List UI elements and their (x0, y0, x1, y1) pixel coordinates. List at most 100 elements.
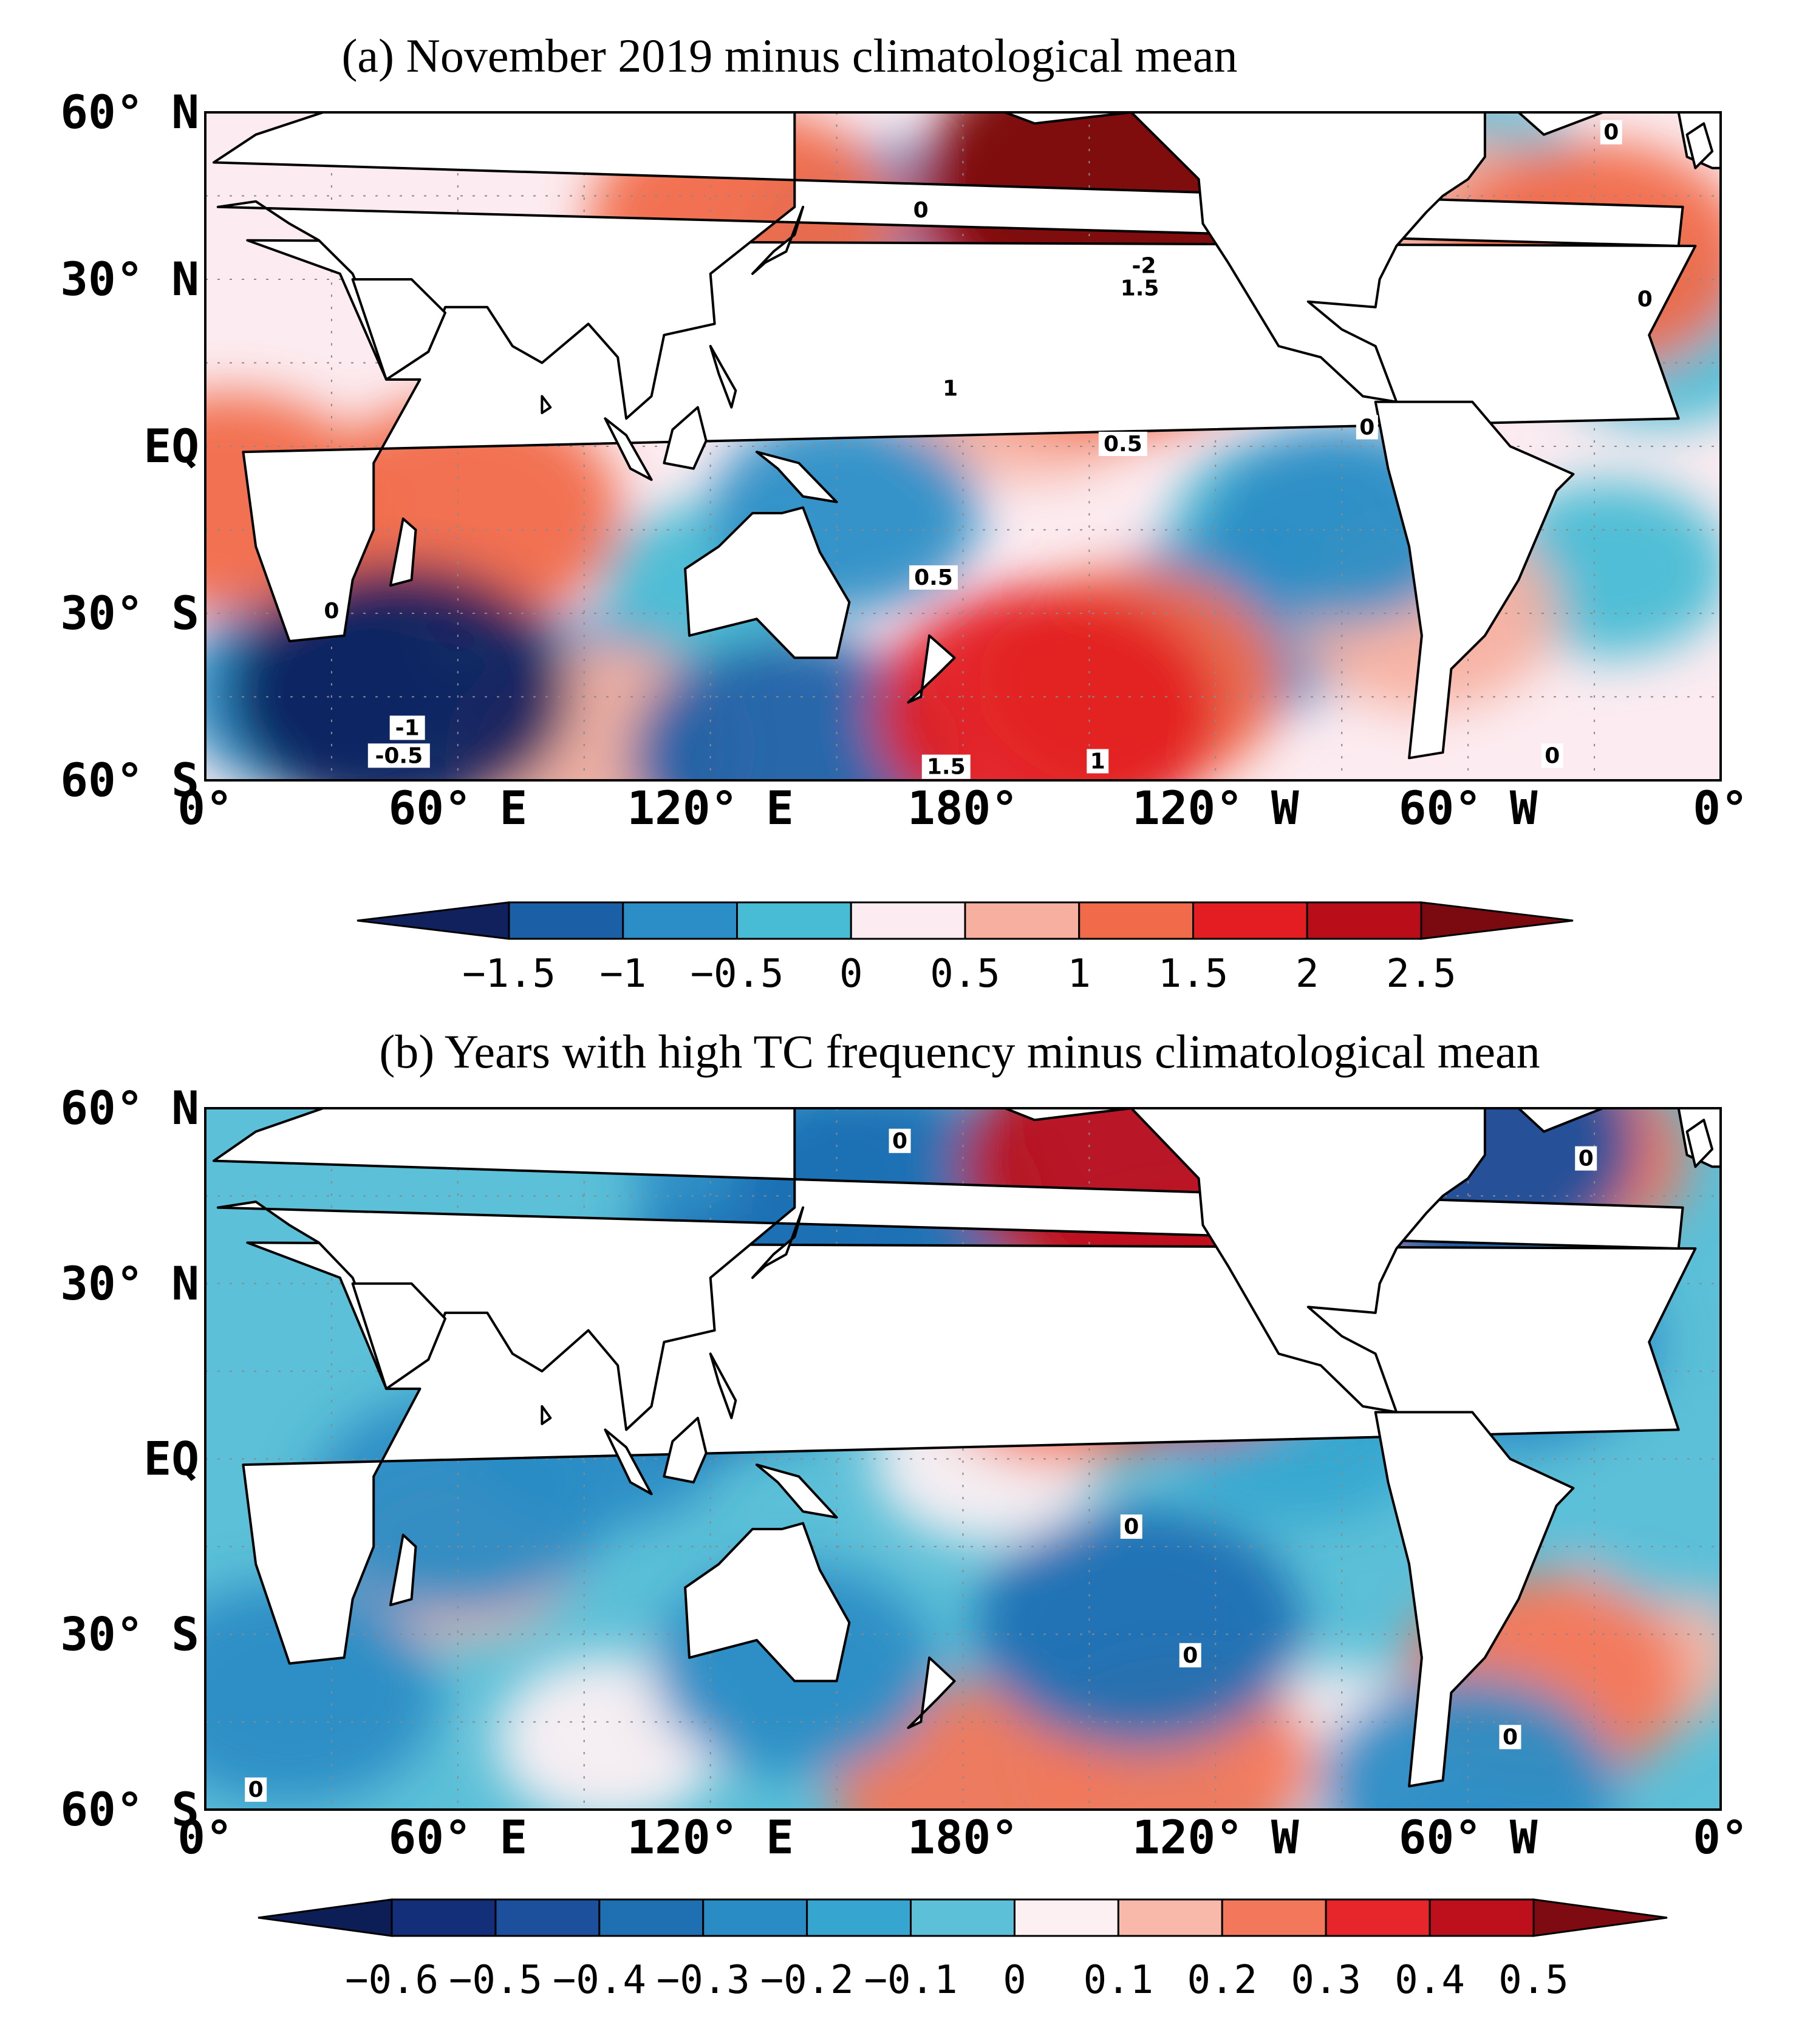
contour-label: 0 (1579, 1146, 1594, 1171)
contour-label: 0 (913, 198, 929, 223)
land-britain (1685, 122, 1714, 169)
colorbar-swatch (494, 1898, 601, 1937)
contour-label: 0 (1124, 1514, 1139, 1539)
x-tick-label: 60° E (388, 1810, 527, 1864)
anomaly-feature (1318, 1675, 1618, 1810)
panel-b-frame (204, 1107, 1722, 1811)
land-madagascar (389, 1533, 417, 1607)
y-tick-label: 30° S (60, 1607, 199, 1661)
x-tick-label: 180° (907, 1810, 1019, 1864)
anomaly-feature (1566, 1428, 1721, 1607)
panel-a-x-ticks: 0° 60° E 120° E 180° 120° W 60° W 0° (177, 781, 1749, 835)
x-tick-label: 120° W (1132, 1810, 1299, 1864)
x-tick-label: 0° (177, 1810, 233, 1864)
land-new-guinea (755, 451, 838, 503)
x-tick-label: 60° W (1399, 781, 1538, 835)
contour-label: 0 (1637, 287, 1653, 312)
colorbar-tick-label: −0.5 (449, 1958, 542, 2003)
contour-label: 0.5 (1104, 432, 1142, 457)
land-arabia (351, 1282, 446, 1390)
colorbar-tick-label: 0.5 (1498, 1958, 1569, 2003)
contour-label-bg (1179, 1643, 1201, 1668)
land-sri-lanka (541, 1405, 552, 1425)
colorbar-low-extend (357, 901, 510, 940)
anomaly-feature (875, 586, 1220, 780)
contour-label-bg (1499, 1725, 1521, 1749)
land-eurasia (212, 1108, 1684, 1431)
panel-a-map (205, 112, 1721, 780)
colorbar-tick-label: 0.5 (930, 952, 1000, 996)
panel-b-contour-labels: 0 0 0 0 0 0 (245, 1128, 1597, 1802)
colorbar-tick-label: −0.5 (690, 952, 783, 996)
anomaly-feature (630, 636, 959, 780)
panel-a-colorbar: −1.5 −1 −0.5 0 0.5 1 1.5 2 2.5 (357, 901, 1574, 996)
x-tick-label: 120° E (627, 1810, 794, 1864)
land-japan (751, 1206, 805, 1279)
land-sumatra (604, 417, 653, 481)
colorbar-swatch (1117, 1898, 1223, 1937)
panel-b-title: (b) Years with high TC frequency minus c… (379, 1025, 1540, 1078)
y-tick-label: 30° S (60, 586, 199, 640)
contour-label: -0.5 (375, 743, 423, 768)
y-tick-label: EQ (143, 1432, 199, 1486)
panel-a-y-ticks: 60° N 30° N EQ 30° S 60° S (60, 85, 199, 807)
contour-label-bg (389, 715, 425, 740)
panel-b: (b) Years with high TC frequency minus c… (60, 1025, 1749, 2003)
contour-label: 0.5 (914, 565, 953, 590)
colorbar-tick-label: −0.1 (864, 1958, 957, 2003)
land-eurasia (212, 112, 1684, 420)
contour-label: 1 (943, 376, 958, 401)
colorbar-swatch (964, 901, 1080, 940)
colorbar-swatch (1078, 901, 1194, 940)
land-greenland-edge (1517, 112, 1604, 136)
x-tick-label: 0° (1693, 781, 1749, 835)
anomaly-feature (205, 1582, 439, 1804)
contour-label-bg (921, 754, 971, 779)
land-south-america (1374, 1411, 1575, 1788)
colorbar-high-extend (1420, 901, 1574, 940)
colorbar-low-extend (258, 1898, 393, 1937)
land-arabia (351, 278, 446, 381)
panel-a-frame (204, 111, 1722, 782)
land-new-guinea (755, 1463, 838, 1519)
contour-label: 0 (248, 1777, 264, 1802)
land-japan (751, 205, 805, 275)
panel-a-land (212, 112, 1721, 760)
x-tick-label: 60° E (388, 781, 527, 835)
colorbar-high-extend (1532, 1898, 1668, 1937)
y-tick-label: EQ (143, 419, 199, 473)
y-tick-label: 30° N (60, 252, 199, 306)
contour-label-bg (320, 599, 343, 623)
contour-label-bg (1098, 432, 1147, 456)
land-britain (1685, 1119, 1714, 1168)
y-tick-label: 30° N (60, 1256, 199, 1310)
anomaly-feature (975, 1507, 1304, 1750)
colorbar-swatch (736, 901, 852, 940)
x-tick-label: 0° (1693, 1810, 1749, 1864)
x-tick-label: 0° (177, 781, 233, 835)
colorbar-tick-label: −1 (599, 952, 646, 996)
contour-label-bg (367, 743, 430, 768)
colorbar-tick-label: −1.5 (462, 952, 556, 996)
colorbar-tick-label: 0.1 (1084, 1958, 1154, 2003)
colorbar-tick-label: −0.3 (657, 1958, 750, 2003)
land-new-zealand (907, 1656, 956, 1729)
colorbar-swatch (1429, 1898, 1535, 1937)
colorbar-tick-label: 2.5 (1386, 952, 1456, 996)
contour-label: 0 (1183, 1643, 1198, 1668)
land-philippines (709, 345, 737, 409)
panel-b-map (205, 1108, 1721, 1810)
contour-label: 0 (1503, 1725, 1518, 1750)
land-australia (684, 1522, 851, 1683)
land-north-america (1003, 1108, 1486, 1414)
colorbar-tick-label: 0 (839, 952, 863, 996)
y-tick-label: 60° N (60, 1081, 199, 1135)
contour-label-bg (1115, 276, 1164, 301)
land-borneo (663, 1417, 708, 1484)
colorbar-tick-label: −0.6 (345, 1958, 439, 2003)
land-sumatra (604, 1428, 653, 1496)
colorbar-tick-label: −0.4 (553, 1958, 646, 2003)
colorbar-swatch (806, 1898, 912, 1937)
colorbar-tick-label: 0.3 (1291, 1958, 1361, 2003)
